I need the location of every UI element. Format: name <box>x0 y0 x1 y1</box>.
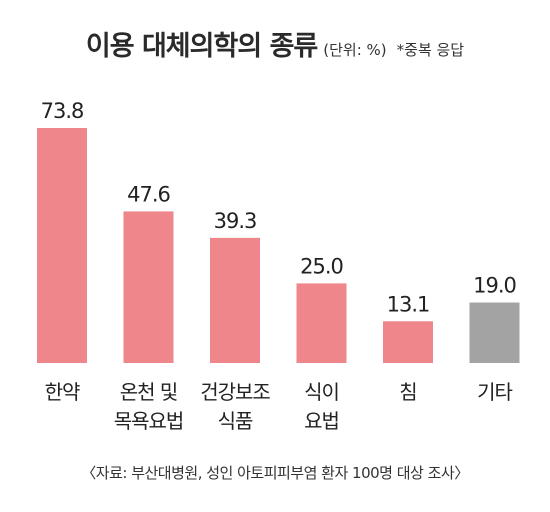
value-label-3: 25.0 <box>300 254 343 278</box>
category-label-0-0: 한약 <box>45 380 80 404</box>
chart-title-row: 이용 대체의학의 종류 (단위: %) *중복 응답 <box>0 24 550 63</box>
unit-label: (단위: %) <box>323 41 387 59</box>
value-label-0: 73.8 <box>41 99 84 123</box>
bar-2 <box>210 237 260 363</box>
bar-1 <box>123 211 174 363</box>
value-label-5: 19.0 <box>473 273 516 297</box>
category-label-3-1: 요법 <box>304 409 339 433</box>
category-label-3-0: 식이 <box>304 380 339 404</box>
category-label-2-0: 건강보조 <box>200 380 270 404</box>
category-label-2-1: 식품 <box>218 409 253 433</box>
value-label-1: 47.6 <box>127 182 170 206</box>
category-label-5-0: 기타 <box>477 380 512 404</box>
value-label-2: 39.3 <box>214 209 257 233</box>
category-label-1-0: 온천 및 <box>120 380 178 404</box>
category-label-1-1: 목욕요법 <box>114 409 184 433</box>
bar-4 <box>383 321 433 363</box>
chart-title: 이용 대체의학의 종류 <box>85 31 318 62</box>
bar-0 <box>37 128 87 363</box>
source-note: 〈자료: 부산대병원, 성인 아토피피부염 환자 100명 대상 조사〉 <box>81 464 469 482</box>
category-label-4-0: 침 <box>399 380 416 404</box>
bar-5 <box>469 302 520 363</box>
value-label-4: 13.1 <box>387 292 430 316</box>
bar-3 <box>296 283 347 363</box>
multiple-response-note: *중복 응답 <box>396 41 465 59</box>
